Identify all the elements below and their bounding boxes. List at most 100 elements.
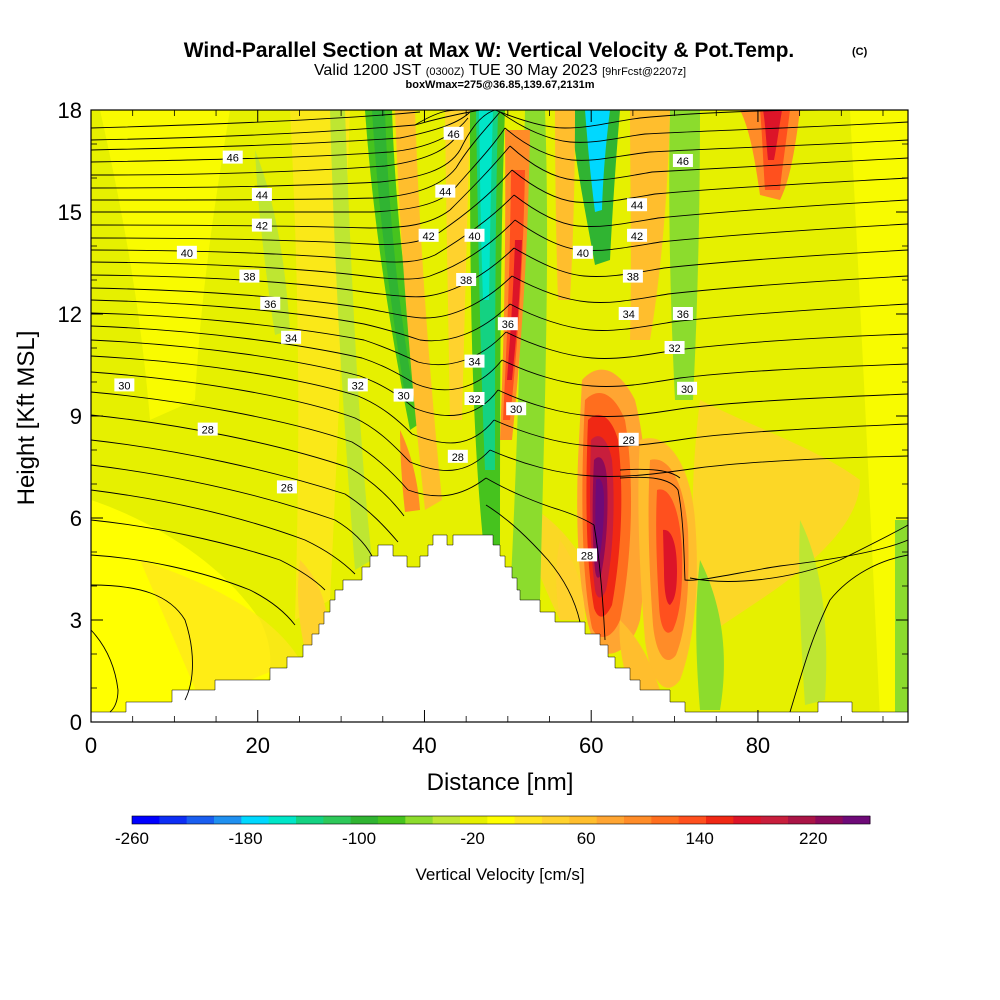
colorbar-ticks: -260 -180 -100 -20 60 140 220 <box>115 829 827 848</box>
contour-label: 46 <box>443 126 464 141</box>
updraft-band-1 <box>395 110 442 510</box>
colorbar-swatch <box>760 816 789 824</box>
colorbar-tick-label: 60 <box>577 829 596 848</box>
contour-label: 34 <box>281 330 302 345</box>
contour-label-bg <box>577 548 598 562</box>
contour-label-bg <box>222 150 243 164</box>
contour-line <box>511 275 908 303</box>
contour-label-text: 44 <box>256 190 268 202</box>
updraft-band-6b <box>763 110 782 160</box>
contour-label-bg <box>418 228 439 242</box>
contour-label-text: 32 <box>468 394 480 406</box>
contour-line <box>91 414 405 517</box>
contour-line <box>514 219 908 251</box>
colorbar-swatch <box>706 816 734 824</box>
contour-line <box>91 519 326 591</box>
updraft-band-3c <box>507 240 522 380</box>
colorbar-swatch <box>268 816 297 824</box>
contour-label-bg <box>497 317 518 331</box>
contour-line <box>91 261 431 280</box>
contour-label: 38 <box>622 269 643 284</box>
contour-label: 46 <box>672 154 693 168</box>
contour-line <box>494 110 821 129</box>
x-tick-label: 60 <box>579 733 603 758</box>
contour-label: 36 <box>260 296 281 311</box>
contour-line <box>407 477 487 497</box>
contour-label-text: 28 <box>202 425 214 437</box>
contour-label-bg <box>447 449 468 463</box>
contour-label: 44 <box>435 184 456 199</box>
contour-label: 30 <box>393 388 414 403</box>
surface-patch-1 <box>556 540 585 620</box>
contour-label-text: 46 <box>677 156 689 168</box>
contour-label-bg <box>572 245 593 259</box>
contour-label-bg <box>664 341 685 354</box>
contour-label-text: 40 <box>468 231 480 243</box>
contour-label: 46 <box>222 150 243 165</box>
contour-label: 32 <box>347 378 368 392</box>
updraft-core2-4 <box>663 529 677 605</box>
contour-line <box>417 331 507 366</box>
contour-label-text: 36 <box>502 319 514 331</box>
contour-label-bg <box>260 296 281 310</box>
contour-label-text: 26 <box>281 482 293 494</box>
contour-line <box>429 219 516 277</box>
contour-line <box>91 149 461 189</box>
contour-line <box>789 554 908 713</box>
contour-label-text: 44 <box>439 187 451 199</box>
contour-label-bg <box>176 245 197 259</box>
contour-line <box>513 194 908 227</box>
contour-label-text: 32 <box>352 380 364 392</box>
contour-label-text: 36 <box>264 299 276 311</box>
contour-line <box>91 489 356 575</box>
contour-line <box>424 275 513 319</box>
contour-label-bg <box>393 388 414 402</box>
contour-label-bg <box>672 154 693 167</box>
contour-line <box>91 371 411 463</box>
chart-title: Wind-Parallel Section at Max W: Vertical… <box>184 39 795 62</box>
contour-label: 32 <box>464 392 485 406</box>
warm-patch-lowleft <box>140 560 300 700</box>
contour-line <box>409 449 491 471</box>
contour-label-bg <box>456 273 477 286</box>
contour-label-bg <box>622 269 643 283</box>
updraft-band-4 <box>555 110 575 300</box>
colorbar-swatch <box>569 816 598 824</box>
contour-label-text: 32 <box>668 343 680 355</box>
colorbar-swatch <box>624 816 652 824</box>
colorbar-swatch <box>487 816 516 824</box>
contour-line <box>501 359 908 387</box>
contour-label: 28 <box>447 449 468 464</box>
contour-line <box>449 145 511 211</box>
colorbar-swatch <box>542 816 570 824</box>
contour-label-text: 28 <box>623 435 635 447</box>
contour-label-bg <box>435 184 456 198</box>
contour-line <box>415 359 503 391</box>
colorbar-tick-label: 140 <box>686 829 714 848</box>
colorbar-tick-label: -20 <box>460 829 485 848</box>
contour-label-text: 34 <box>623 309 635 321</box>
contour-label-bg <box>276 480 297 494</box>
colorbar-frame <box>131 815 871 825</box>
chart-subtitle: Valid 1200 JST (0300Z) TUE 30 May 2023 [… <box>314 62 686 79</box>
contour-line <box>505 331 908 359</box>
contour-label: 36 <box>672 307 693 321</box>
downdraft-band-4b <box>585 110 610 212</box>
contour-line <box>493 419 908 447</box>
colorbar-swatch <box>159 816 188 824</box>
contour-line <box>485 504 581 623</box>
warm-patch-right <box>692 400 860 640</box>
contour-label-bg <box>347 378 368 392</box>
contour-label: 42 <box>251 218 272 233</box>
warm-patch-far-right <box>850 110 908 720</box>
contour-label-text: 42 <box>423 231 435 243</box>
colorbar-tick-label: 220 <box>799 829 827 848</box>
contour-label-bg <box>239 269 260 283</box>
colorbar <box>131 815 871 825</box>
contour-label: 30 <box>506 402 527 416</box>
contour-line <box>511 169 908 203</box>
contour-line <box>434 194 515 256</box>
contour-label-bg <box>464 228 485 242</box>
contour-line <box>455 111 501 169</box>
